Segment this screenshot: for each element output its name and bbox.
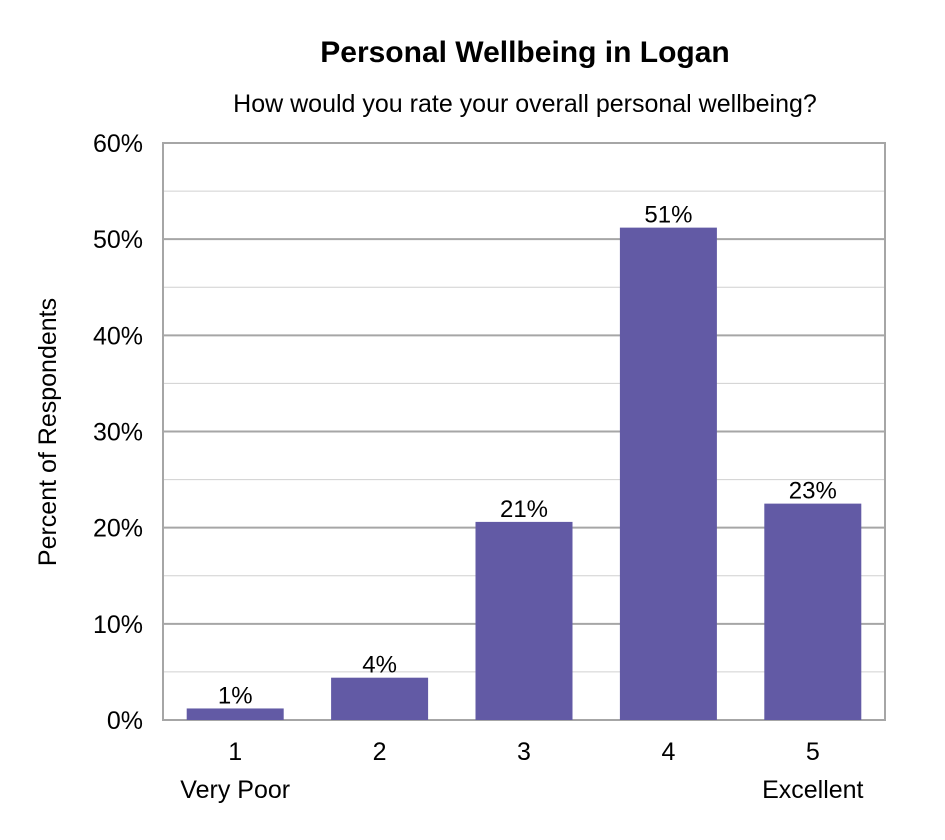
bars: [186, 227, 862, 721]
x-tick-sublabel-5: Excellent: [762, 776, 863, 804]
data-label-4: 51%: [644, 202, 692, 229]
x-tick-label-4: 4: [661, 738, 675, 766]
y-tick-label: 50%: [93, 226, 143, 254]
bar-2: [331, 677, 429, 720]
chart-title: Personal Wellbeing in Logan: [320, 36, 730, 69]
bar-5: [764, 503, 862, 720]
y-tick-label: 10%: [93, 611, 143, 639]
gridlines: [163, 190, 885, 673]
x-tick-label-3: 3: [517, 738, 531, 766]
chart-subtitle: How would you rate your overall personal…: [233, 90, 817, 118]
bar-1: [186, 708, 284, 720]
x-tick-label-2: 2: [373, 738, 387, 766]
y-tick-label: 30%: [93, 419, 143, 447]
data-label-1: 1%: [218, 682, 253, 709]
x-axis-ticks: 1 Very Poor 2 3 4 5 Excellent: [180, 738, 863, 804]
y-axis-ticks: 0% 10% 20% 30% 40% 50% 60%: [93, 130, 143, 735]
x-tick-sublabel-1: Very Poor: [180, 776, 290, 804]
y-axis-label: Percent of Respondents: [34, 298, 62, 566]
y-tick-label: 0%: [107, 707, 143, 735]
y-tick-label: 20%: [93, 515, 143, 543]
x-tick-label-1: 1: [228, 738, 242, 766]
data-label-2: 4%: [362, 652, 397, 679]
bar-4: [619, 227, 717, 721]
data-label-3: 21%: [500, 496, 548, 523]
x-tick-label-5: 5: [806, 738, 820, 766]
data-labels: 1% 4% 21% 51% 23%: [218, 202, 837, 710]
bar-3: [475, 521, 573, 720]
data-label-5: 23%: [789, 478, 837, 505]
y-tick-label: 60%: [93, 130, 143, 158]
y-tick-label: 40%: [93, 322, 143, 350]
